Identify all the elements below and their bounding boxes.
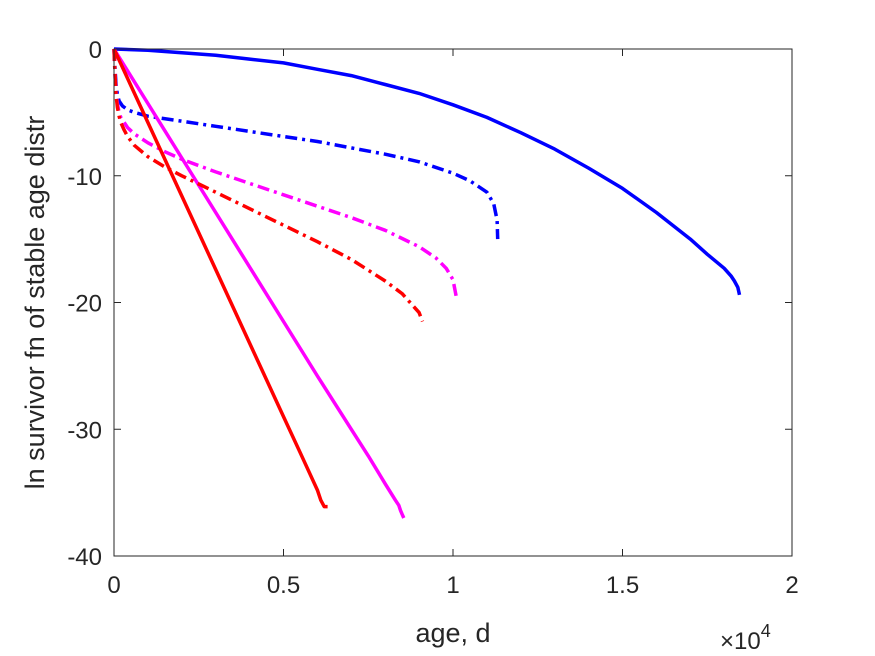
x-axis-exponent-base: ×10: [720, 628, 761, 655]
y-tick-label: 0: [89, 37, 102, 64]
x-axis-label: age, d: [415, 618, 490, 648]
series-line-3: [112, 48, 406, 519]
x-tick-label: 0: [107, 572, 120, 599]
x-tick-label: 2: [785, 572, 798, 599]
x-axis-exponent: ×104: [720, 621, 771, 655]
series-line-5: [112, 48, 328, 509]
series-line-1: [113, 47, 742, 296]
tick-layer: 0 0.5 1 1.5 2 0 -10 -20 -30 -40: [67, 37, 798, 599]
y-axis-label: ln survivor fn of stable age distr: [20, 116, 50, 490]
x-axis-exponent-power: 4: [761, 621, 771, 641]
y-tick-label: -40: [67, 544, 102, 571]
x-tick-label: 1.5: [606, 572, 639, 599]
y-tick-label: -20: [67, 291, 102, 318]
series-layer: [112, 47, 742, 519]
y-tick-label: -10: [67, 164, 102, 191]
series-line-2: [112, 48, 500, 240]
x-tick-label: 1: [446, 572, 459, 599]
plot-background: [114, 49, 792, 556]
y-tick-label: -30: [67, 417, 102, 444]
x-tick-label: 0.5: [267, 572, 300, 599]
